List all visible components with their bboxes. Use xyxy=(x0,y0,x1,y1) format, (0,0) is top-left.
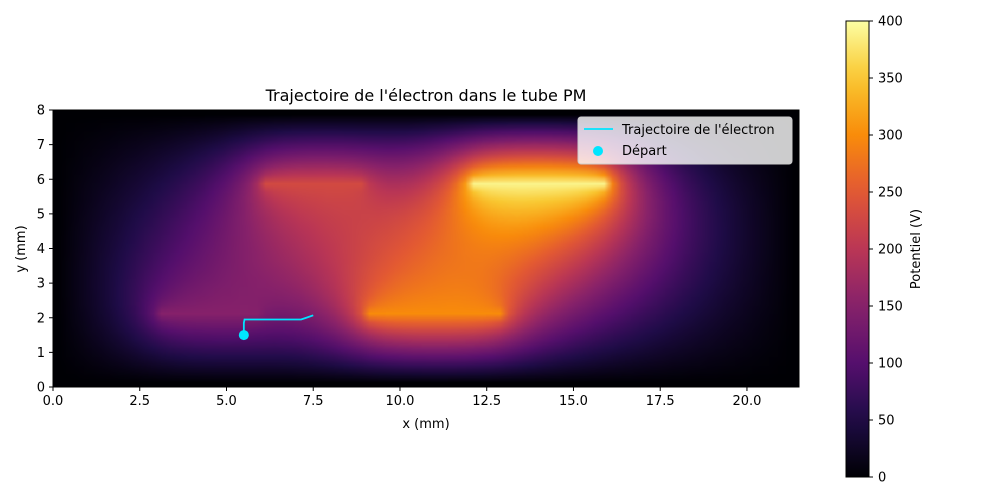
x-axis-ticks: 0.0 2.5 5.0 7.5 10.0 12.5 15.0 17.5 20.0 xyxy=(43,387,761,409)
y-tick-label: 8 xyxy=(37,104,45,119)
series-layer xyxy=(238,314,314,341)
x-axis-label: x (mm) xyxy=(402,417,449,432)
x-tick-label: 10.0 xyxy=(386,394,415,409)
colorbar-tick-label: 50 xyxy=(878,414,895,429)
colorbar-tick-label: 100 xyxy=(878,357,903,372)
y-tick-label: 6 xyxy=(37,173,45,188)
trajectory-line-0 xyxy=(242,314,314,336)
legend-box xyxy=(577,116,793,165)
colorbar-tick-label: 250 xyxy=(878,186,903,201)
chart-title: Trajectoire de l'électron dans le tube P… xyxy=(265,86,587,105)
colorbar-tick-label: 300 xyxy=(878,129,903,144)
x-tick-label: 7.5 xyxy=(303,394,324,409)
y-tick-label: 2 xyxy=(37,311,45,326)
x-tick-label: 15.0 xyxy=(559,394,588,409)
y-tick-label: 7 xyxy=(37,138,45,153)
y-tick-label: 4 xyxy=(37,242,45,257)
y-axis-ticks: 0 1 2 3 4 5 6 7 8 xyxy=(37,104,53,396)
x-tick-label: 12.5 xyxy=(472,394,501,409)
legend-entry-start: Départ xyxy=(622,144,667,159)
colorbar-label: Potentiel (V) xyxy=(909,209,924,289)
colorbar-tick-label: 400 xyxy=(878,15,903,30)
legend: Trajectoire de l'électron Départ xyxy=(577,116,793,165)
colorbar-tick-label: 0 xyxy=(878,471,886,486)
x-tick-label: 20.0 xyxy=(732,394,761,409)
colorbar-gradient xyxy=(845,20,870,478)
x-tick-label: 2.5 xyxy=(129,394,150,409)
colorbar-ticks: 0 50 100 150 200 250 300 350 400 xyxy=(869,15,903,486)
legend-entry-trajectory: Trajectoire de l'électron xyxy=(621,123,775,138)
y-tick-label: 3 xyxy=(37,277,45,292)
start-point-marker xyxy=(238,330,249,341)
colorbar: 0 50 100 150 200 250 300 350 400 Potentiel (V) xyxy=(845,15,924,486)
x-tick-label: 0.0 xyxy=(43,394,64,409)
legend-dot-marker xyxy=(593,146,603,156)
x-tick-label: 5.0 xyxy=(216,394,237,409)
y-tick-label: 5 xyxy=(37,207,45,222)
y-tick-label: 0 xyxy=(37,381,45,396)
x-tick-label: 17.5 xyxy=(646,394,675,409)
y-tick-label: 1 xyxy=(37,346,45,361)
y-axis-label: y (mm) xyxy=(14,225,29,272)
colorbar-tick-label: 150 xyxy=(878,300,903,315)
colorbar-tick-label: 200 xyxy=(878,243,903,258)
colorbar-tick-label: 350 xyxy=(878,72,903,87)
